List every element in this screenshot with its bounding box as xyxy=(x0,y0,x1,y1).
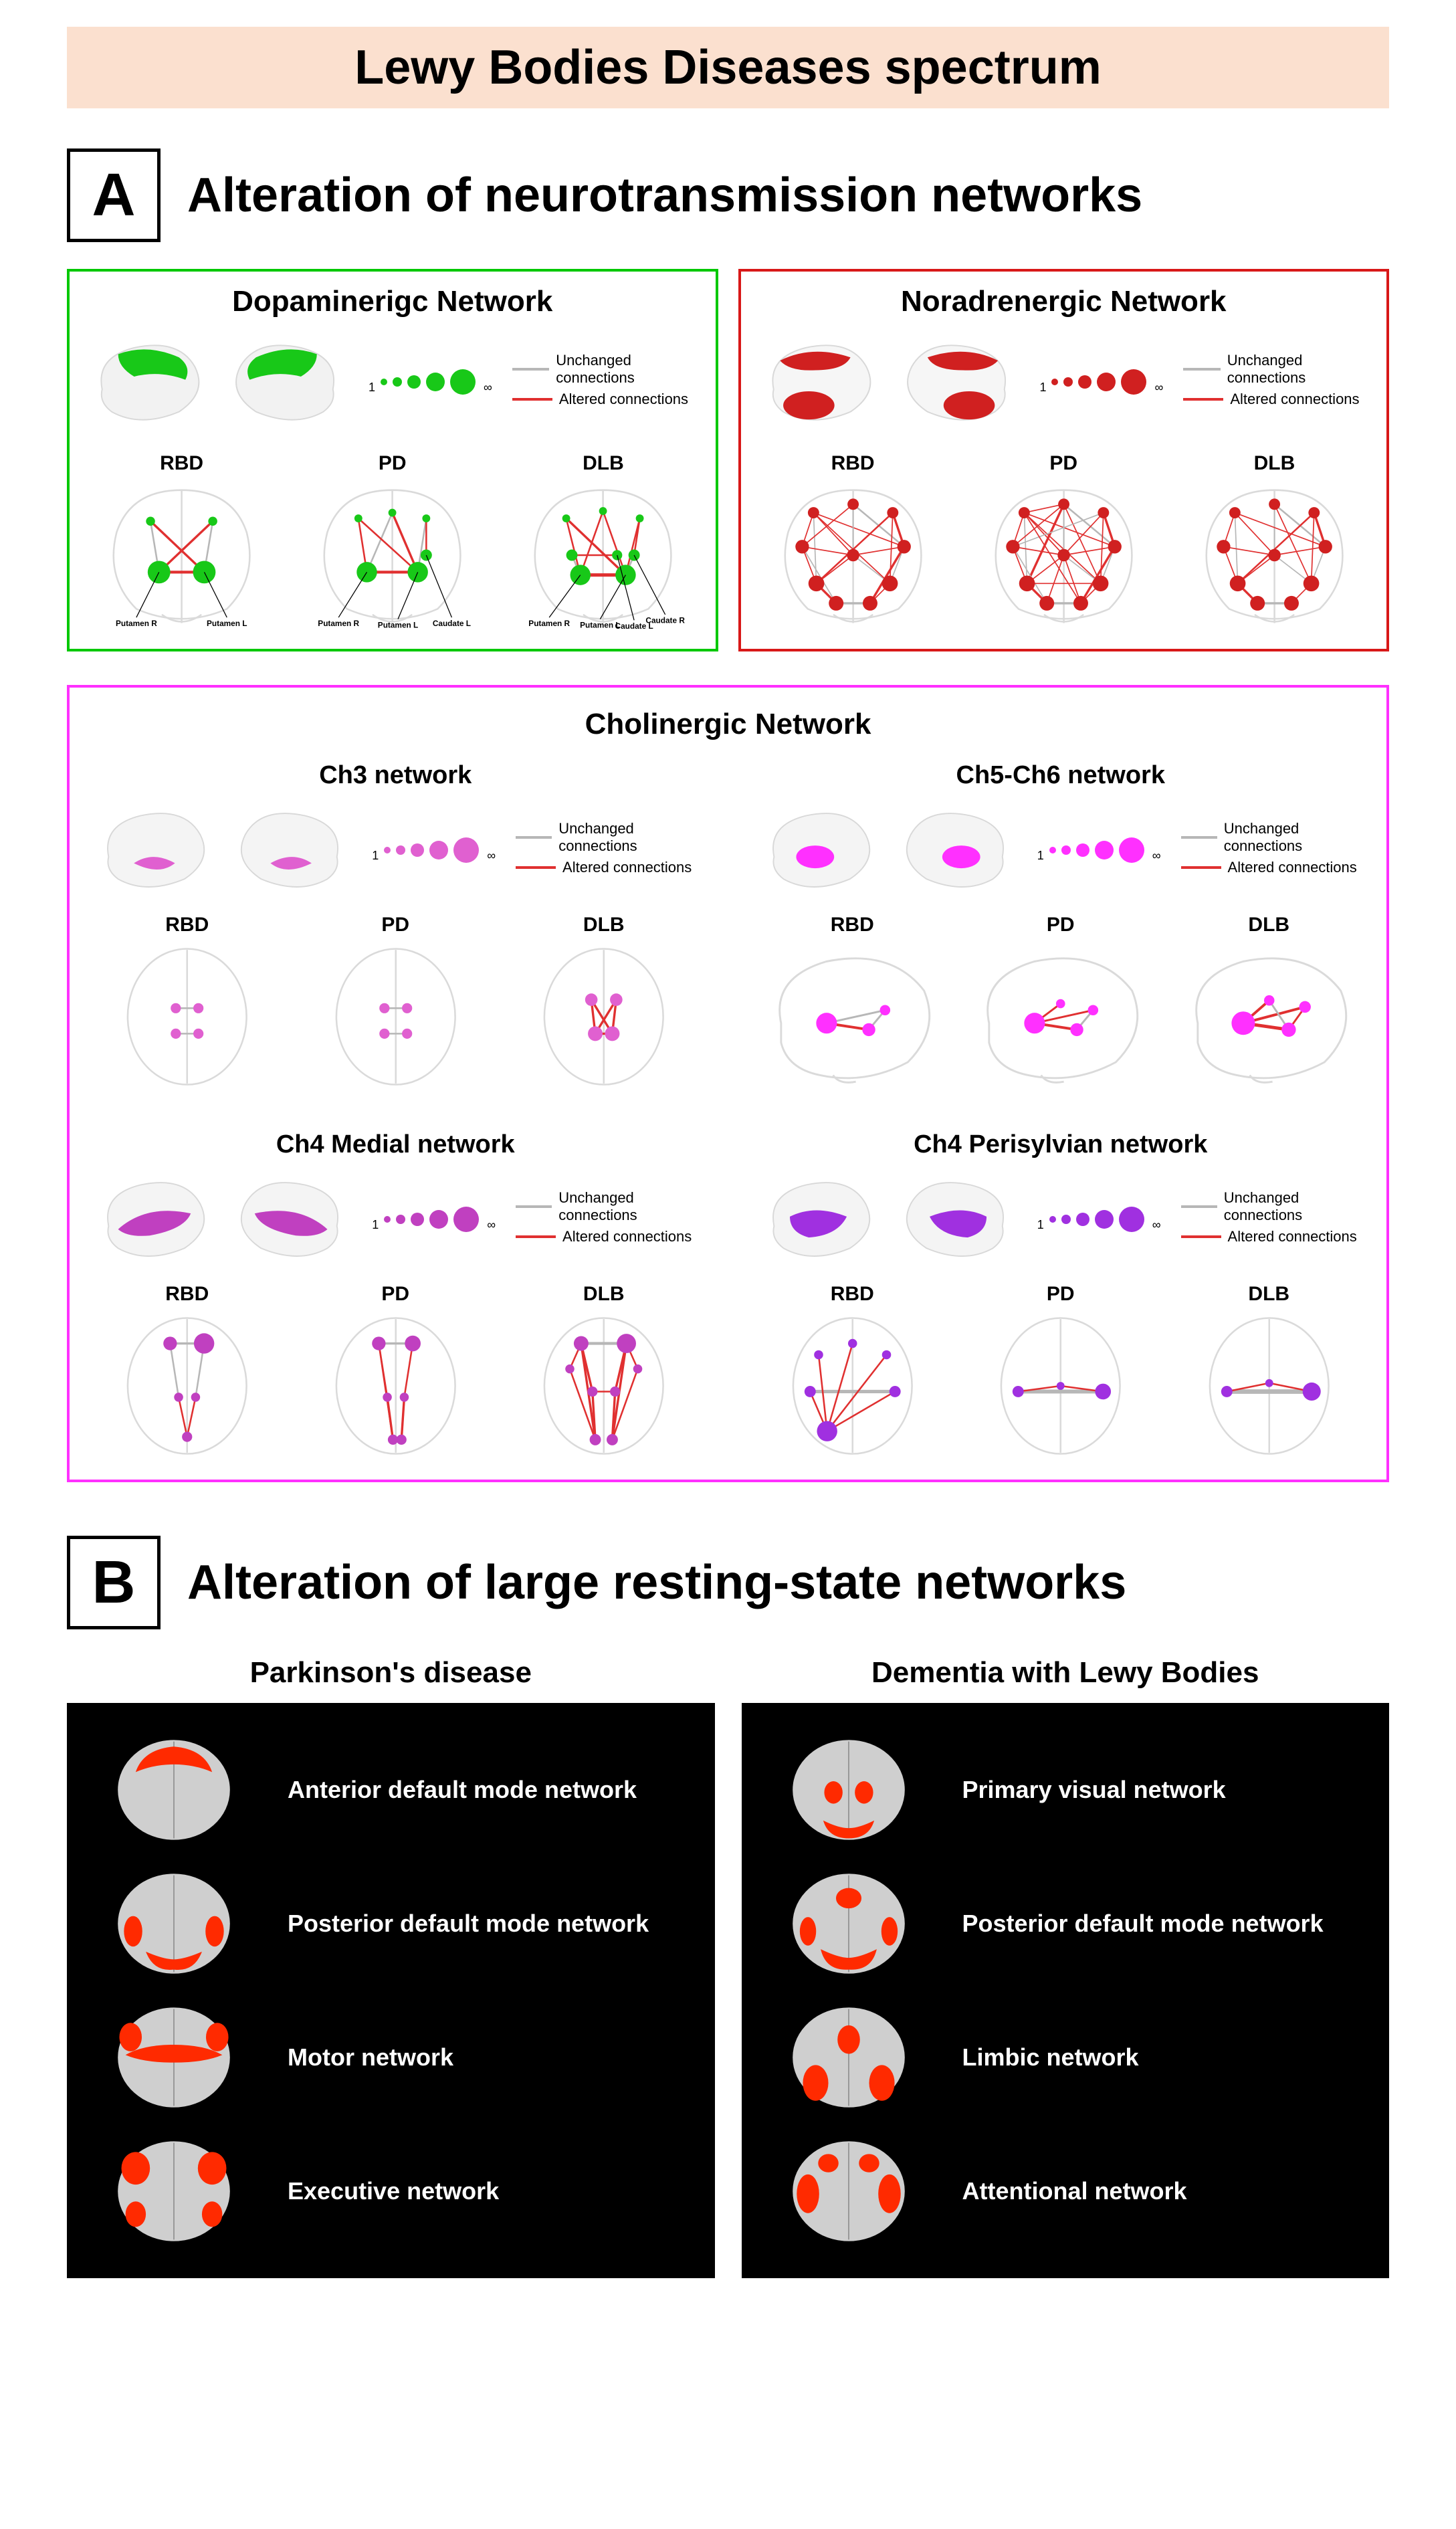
rsn-brain-icon xyxy=(94,1870,254,1977)
dopa-cond-rbd: RBD Putamen RPutamen L xyxy=(83,452,280,629)
rsn-brain-icon xyxy=(768,2138,929,2245)
dopaminergic-title: Dopaminerigc Network xyxy=(83,285,702,318)
rsn-row: Attentional network xyxy=(768,2138,1363,2245)
rsn-row: Anterior default mode network xyxy=(94,1736,688,1843)
top-networks-row: Dopaminerigc Network 1∞ Unchanged connec… xyxy=(67,269,1389,651)
rsn-row: Motor network xyxy=(94,2004,688,2111)
svg-text:Putamen R: Putamen R xyxy=(318,619,359,628)
svg-text:Putamen L: Putamen L xyxy=(378,620,418,629)
rsn-row: Executive network xyxy=(94,2138,688,2245)
dopa-cond-pd: PD Putamen RPutamen LCaudate L xyxy=(294,452,491,629)
rsn-brain-icon xyxy=(768,1736,929,1843)
pd-panel: Parkinson's disease Anterior default mod… xyxy=(67,1656,715,2278)
dopa-cond-dlb: DLB Caudate RPutamen RPutamen LCaudate L xyxy=(504,452,702,629)
noradrenergic-title: Noradrenergic Network xyxy=(754,285,1374,318)
dopa-3d-right xyxy=(224,332,352,432)
rsn-row: Posterior default mode network xyxy=(94,1870,688,1977)
rsn-row: Posterior default mode network xyxy=(768,1870,1363,1977)
nora-3d-left xyxy=(754,332,882,432)
rsn-label: Posterior default mode network xyxy=(288,1910,649,1938)
section-b-header: B Alteration of large resting-state netw… xyxy=(67,1536,1389,1629)
svg-text:Putamen R: Putamen R xyxy=(529,619,570,628)
dopaminergic-panel: Dopaminerigc Network 1∞ Unchanged connec… xyxy=(67,269,718,651)
rsn-row: Primary visual network xyxy=(768,1736,1363,1843)
cholinergic-title: Cholinergic Network xyxy=(90,708,1366,741)
chol-ch4m: Ch4 Medial network 1∞ Unchanged connecti… xyxy=(90,1130,702,1459)
rsn-label: Executive network xyxy=(288,2177,499,2205)
svg-text:Putamen R: Putamen R xyxy=(116,619,157,628)
rsn-row: Limbic network xyxy=(768,2004,1363,2111)
rsn-brain-icon xyxy=(94,2138,254,2245)
svg-text:Caudate L: Caudate L xyxy=(433,619,471,628)
section-a-header: A Alteration of neurotransmission networ… xyxy=(67,148,1389,242)
dopa-legend: 1∞ Unchanged connections Altered connect… xyxy=(366,352,702,412)
cholinergic-panel: Cholinergic Network Ch3 network 1∞ Uncha… xyxy=(67,685,1389,1482)
dopa-3d-left xyxy=(83,332,211,432)
banner-text: Lewy Bodies Diseases spectrum xyxy=(354,41,1102,94)
section-b-letter: B xyxy=(67,1536,161,1629)
svg-text:Caudate L: Caudate L xyxy=(615,621,653,629)
nora-cond-dlb: DLB xyxy=(1176,452,1373,629)
rsn-label: Motor network xyxy=(288,2043,453,2071)
rsn-brain-icon xyxy=(94,1736,254,1843)
chol-ch3: Ch3 network 1∞ Unchanged connections Alt… xyxy=(90,761,702,1090)
chol-ch4p: Ch4 Perisylvian network 1∞ Unchanged con… xyxy=(755,1130,1367,1459)
section-b-title: Alteration of large resting-state networ… xyxy=(187,1555,1126,1610)
noradrenergic-panel: Noradrenergic Network 1∞ Unchanged c xyxy=(738,269,1390,651)
rsn-brain-icon xyxy=(768,1870,929,1977)
nora-cond-rbd: RBD xyxy=(754,452,952,629)
svg-text:Putamen L: Putamen L xyxy=(207,619,247,628)
rsn-label: Anterior default mode network xyxy=(288,1776,637,1804)
pd-heading: Parkinson's disease xyxy=(67,1656,715,1690)
rsn-label: Limbic network xyxy=(962,2043,1139,2071)
rsn-label: Primary visual network xyxy=(962,1776,1226,1804)
svg-text:Putamen L: Putamen L xyxy=(580,620,620,629)
dlb-heading: Dementia with Lewy Bodies xyxy=(742,1656,1390,1690)
dlb-panel: Dementia with Lewy Bodies Primary visual… xyxy=(742,1656,1390,2278)
section-b-row: Parkinson's disease Anterior default mod… xyxy=(67,1656,1389,2278)
nora-cond-pd: PD xyxy=(965,452,1162,629)
title-banner: Lewy Bodies Diseases spectrum xyxy=(67,27,1389,108)
chol-ch56: Ch5-Ch6 network 1∞ Unchanged connections… xyxy=(755,761,1367,1090)
rsn-label: Posterior default mode network xyxy=(962,1910,1324,1938)
section-a-title: Alteration of neurotransmission networks xyxy=(187,168,1142,223)
rsn-label: Attentional network xyxy=(962,2177,1187,2205)
rsn-brain-icon xyxy=(768,2004,929,2111)
nora-legend: 1∞ Unchanged connections Altered connect… xyxy=(1037,352,1373,412)
nora-3d-right xyxy=(896,332,1023,432)
section-a-letter: A xyxy=(67,148,161,242)
rsn-brain-icon xyxy=(94,2004,254,2111)
